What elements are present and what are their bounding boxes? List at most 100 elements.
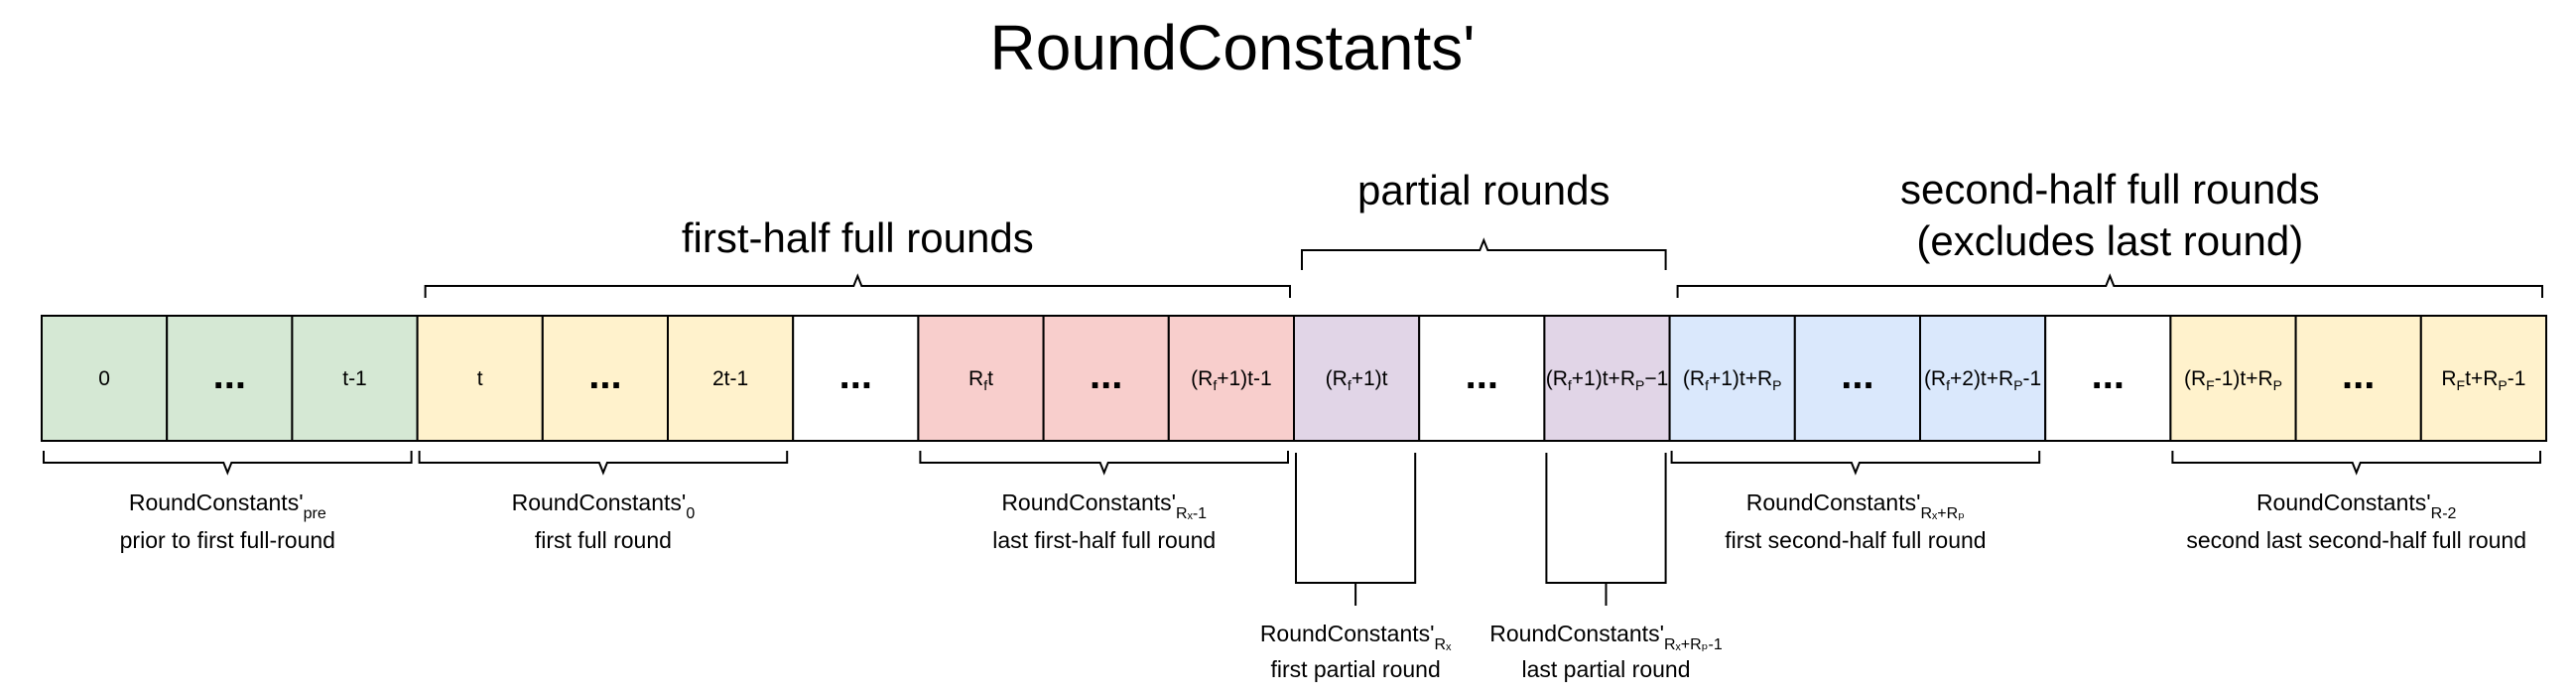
cell-box <box>541 315 669 442</box>
cell-19: RFt+RP-1 <box>2419 315 2548 442</box>
cells-row: 0... t-1 t... 2t-1... Rft... (Rf+1)t-1 (Rf+1)t… <box>41 315 2548 442</box>
cell-6: ... <box>792 315 920 442</box>
cell-box <box>2044 315 2172 442</box>
partial-group-title: RoundConstants'Rₓ <box>1260 621 1452 653</box>
cell-2: t-1 <box>291 315 419 442</box>
brace-line <box>418 451 789 476</box>
bottom-group-title: RoundConstants'pre <box>129 489 326 522</box>
bottom-group-desc: prior to first full-round <box>120 527 335 553</box>
cell-box <box>2169 315 2297 442</box>
cell-8: ... <box>1042 315 1170 442</box>
brace-line <box>424 273 1291 298</box>
cell-box <box>416 315 544 442</box>
ellipsis-label: ... <box>213 353 246 397</box>
cell-7: Rft <box>917 315 1045 442</box>
bottom-group-title: RoundConstants'R-2 <box>2256 489 2457 522</box>
bottom-group-desc: first full round <box>535 527 672 553</box>
cell-12: (Rf+1)t+RP−1 <box>1543 315 1671 442</box>
cell-4: ... <box>541 315 669 442</box>
cell-13: (Rf+1)t+RP <box>1668 315 1796 442</box>
ellipsis-label: ... <box>1090 353 1122 397</box>
cell-box <box>1668 315 1796 442</box>
bottom-group-desc: first second-half full round <box>1725 527 1986 553</box>
cell-9: (Rf+1)t-1 <box>1167 315 1296 442</box>
cell-label: 2t-1 <box>712 367 748 390</box>
bottom-group-round-constants-0: RoundConstants'0 first full round <box>418 451 789 553</box>
brace-line <box>2171 451 2541 476</box>
cell-box <box>917 315 1045 442</box>
cell-15: (Rf+2)t+RP-1 <box>1919 315 2047 442</box>
partial-bracket-line <box>1545 453 1667 606</box>
ellipsis-label: ... <box>588 353 621 397</box>
cell-label: Rft <box>968 367 993 393</box>
cell-box <box>166 315 294 442</box>
cell-box <box>667 315 795 442</box>
cell-box <box>792 315 920 442</box>
cell-box <box>1042 315 1170 442</box>
cell-18: ... <box>2294 315 2422 442</box>
cell-box <box>1418 315 1546 442</box>
partial-group-desc: last partial round <box>1521 656 1690 682</box>
cell-box <box>1167 315 1296 442</box>
ellipsis-label: ... <box>1841 353 1873 397</box>
cell-box <box>291 315 419 442</box>
bottom-brackets: RoundConstants'pre prior to first full-ro… <box>43 451 2541 553</box>
bottom-group-round-constants-pre: RoundConstants'pre prior to first full-ro… <box>43 451 413 553</box>
bottom-group-desc: second last second-half full round <box>2186 527 2526 553</box>
cell-label: (RF-1)t+RP <box>2184 367 2282 393</box>
cell-box <box>2294 315 2422 442</box>
cell-1: ... <box>166 315 294 442</box>
cell-label: t <box>477 367 483 390</box>
cell-box <box>1543 315 1671 442</box>
cell-label: (Rf+1)t+RP−1 <box>1546 367 1669 393</box>
top-group-first-half-full-rounds: first-half full rounds <box>424 214 1291 298</box>
cell-16: ... <box>2044 315 2172 442</box>
bottom-group-round-constants-rf-minus-1: RoundConstants'Rₓ-1 last first-half full … <box>919 451 1289 553</box>
partial-group-desc: first partial round <box>1270 656 1440 682</box>
cell-14: ... <box>1793 315 1922 442</box>
ellipsis-label: ... <box>2342 353 2375 397</box>
ellipsis-label: ... <box>2092 353 2125 397</box>
cell-11: ... <box>1418 315 1546 442</box>
top-group-label: partial rounds <box>1357 167 1610 213</box>
top-group-label: first-half full rounds <box>682 214 1034 261</box>
diagram-title: RoundConstants' <box>990 12 1476 83</box>
bottom-group-round-constants-r-minus-2: RoundConstants'R-2 second last second-hal… <box>2171 451 2541 553</box>
cell-label: (Rf+2)t+RP-1 <box>1924 367 2041 393</box>
ellipsis-label: ... <box>1466 353 1498 397</box>
brace-line <box>43 451 413 476</box>
cell-10: (Rf+1)t <box>1293 315 1421 442</box>
cell-label: (Rf+1)t <box>1326 367 1388 393</box>
top-brackets: first-half full rounds partial rounds seco… <box>424 166 2543 298</box>
bottom-group-title: RoundConstants'0 <box>512 489 696 522</box>
top-group-label: second-half full rounds <box>1900 166 2320 212</box>
cell-label: (Rf+1)t-1 <box>1191 367 1272 393</box>
bottom-group-round-constants-rf-plus-rp: RoundConstants'Rₓ+Rₚ first second-half fu… <box>1670 451 2041 553</box>
partial-bracket-line <box>1295 453 1417 606</box>
top-group-label: (excludes last round) <box>1916 217 2303 264</box>
cell-label: RFt+RP-1 <box>2441 367 2525 393</box>
top-group-partial-rounds: partial rounds <box>1301 167 1667 270</box>
partial-group-round-constants-rf-rp-minus-1: RoundConstants'Rₓ+Rₚ-1 last partial round <box>1489 453 1723 682</box>
cell-0: 0 <box>41 315 169 442</box>
brace-line <box>919 451 1289 476</box>
cell-box <box>1919 315 2047 442</box>
cell-3: t <box>416 315 544 442</box>
partial-group-title: RoundConstants'Rₓ+Rₚ-1 <box>1489 621 1723 653</box>
cell-box <box>41 315 169 442</box>
bottom-group-desc: last first-half full round <box>992 527 1216 553</box>
cell-label: (Rf+1)t+RP <box>1683 367 1782 393</box>
brace-line <box>1676 273 2543 298</box>
bottom-group-title: RoundConstants'Rₓ+Rₚ <box>1746 489 1965 522</box>
cell-label: t-1 <box>342 367 367 390</box>
brace-line <box>1670 451 2041 476</box>
partial-group-round-constants-rf: RoundConstants'Rₓ first partial round <box>1260 453 1452 682</box>
ellipsis-label: ... <box>839 353 872 397</box>
top-group-second-half-full-rounds: second-half full rounds (excludes last ro… <box>1676 166 2543 298</box>
bottom-group-title: RoundConstants'Rₓ-1 <box>1001 489 1207 522</box>
cell-label: 0 <box>98 367 110 390</box>
cell-box <box>2419 315 2548 442</box>
